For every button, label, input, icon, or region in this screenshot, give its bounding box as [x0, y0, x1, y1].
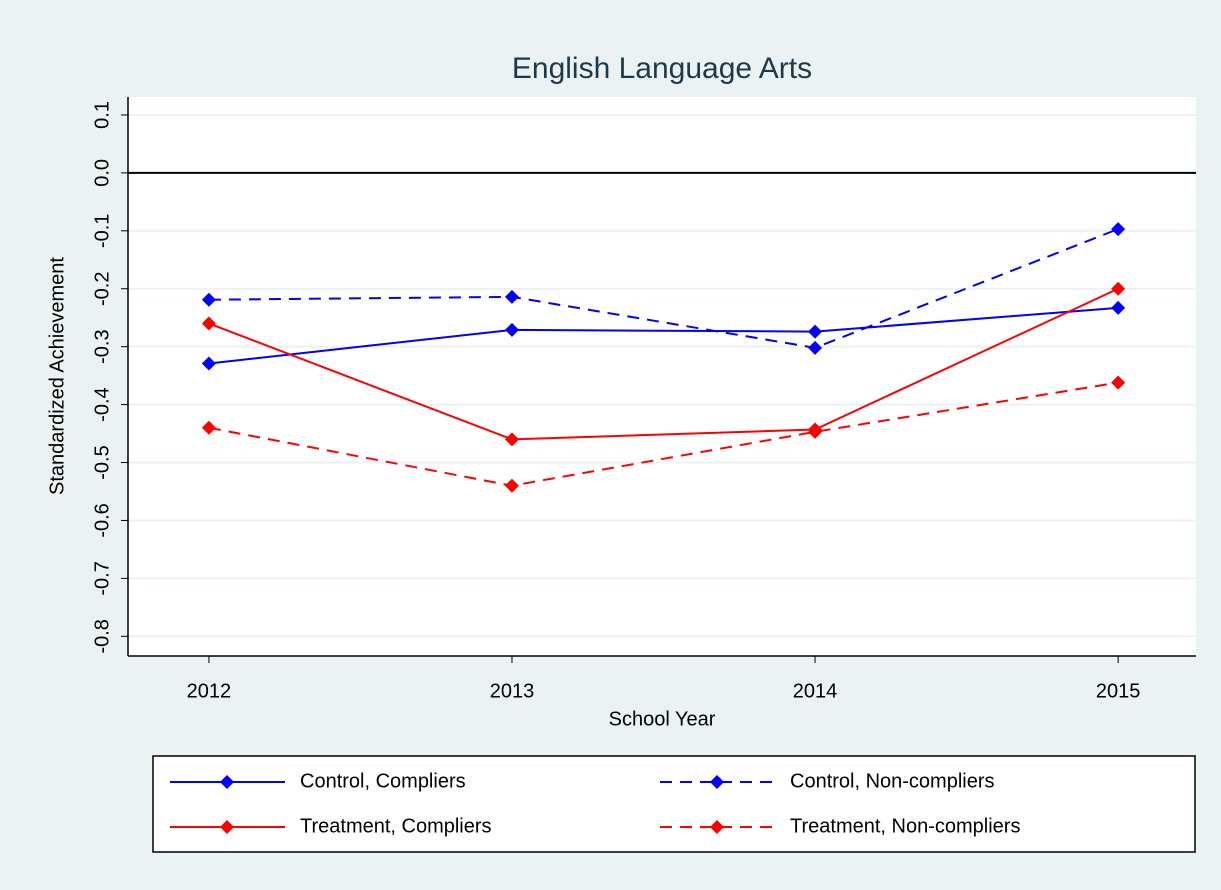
legend-label: Treatment, Non-compliers	[790, 815, 1020, 837]
x-axis-title: School Year	[609, 708, 716, 730]
y-tick-label: -0.4	[91, 387, 113, 421]
x-tick-label: 2015	[1096, 680, 1141, 702]
y-tick-label: -0.5	[91, 445, 113, 479]
point-marker	[1111, 300, 1126, 315]
y-axis-title: Standardized Achievement	[46, 257, 68, 495]
x-tick-label: 2013	[490, 680, 535, 702]
plot-area	[128, 97, 1196, 656]
point-marker	[201, 292, 216, 307]
x-tick-label: 2014	[793, 680, 838, 702]
y-tick-label: -0.6	[91, 503, 113, 537]
legend-label: Control, Non-compliers	[790, 770, 995, 792]
point-marker	[808, 424, 823, 439]
series-line	[208, 287, 1119, 441]
point-marker	[1111, 222, 1126, 237]
point-marker	[808, 340, 823, 355]
point-marker	[201, 420, 216, 435]
point-marker	[1111, 281, 1126, 296]
series-line	[208, 381, 1119, 487]
point-marker	[504, 289, 519, 304]
point-marker	[201, 356, 216, 371]
y-tick-label: 0.1	[91, 101, 113, 129]
y-tick-label: -0.1	[91, 214, 113, 248]
y-tick-label: 0.0	[91, 159, 113, 187]
point-marker	[504, 322, 519, 337]
series-line	[208, 228, 1119, 349]
chart-title: English Language Arts	[512, 52, 812, 85]
point-marker	[504, 432, 519, 447]
y-tick-label: -0.2	[91, 272, 113, 306]
y-tick-label: -0.8	[91, 619, 113, 653]
series-line	[208, 306, 1119, 365]
legend-marker	[220, 775, 234, 789]
point-marker	[1111, 375, 1126, 390]
legend-label: Control, Compliers	[300, 770, 466, 792]
legend	[152, 755, 1196, 853]
y-tick-label: -0.7	[91, 561, 113, 595]
point-marker	[201, 316, 216, 331]
legend-marker	[220, 820, 234, 834]
legend-marker	[710, 820, 724, 834]
legend-marker	[710, 775, 724, 789]
point-marker	[504, 478, 519, 493]
point-marker	[808, 324, 823, 339]
legend-label: Treatment, Compliers	[300, 815, 492, 837]
y-tick-label: -0.3	[91, 329, 113, 363]
x-tick-label: 2012	[187, 680, 232, 702]
